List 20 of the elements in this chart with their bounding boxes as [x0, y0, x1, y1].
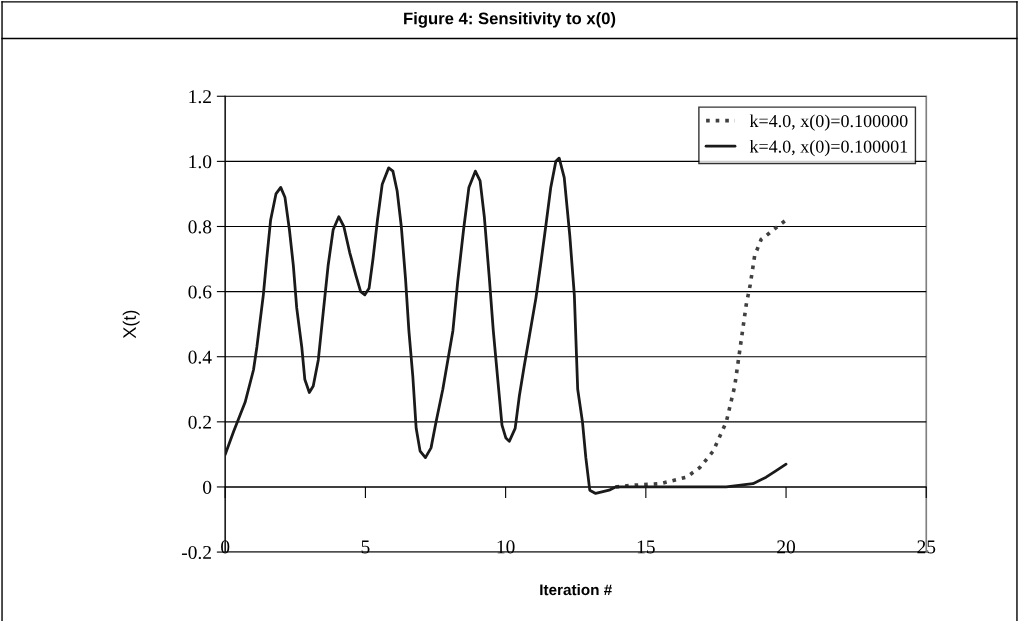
legend-label: k=4.0, x(0)=0.100001: [749, 139, 908, 157]
y-axis-title: X(t): [122, 310, 140, 339]
y-tick-label: 0.8: [188, 220, 212, 234]
chart-title: Figure 4: Sensitivity to x(0): [404, 12, 616, 28]
x-tick-label: 10: [497, 540, 515, 554]
legend-label: k=4.0, x(0)=0.100000: [749, 114, 908, 131]
x-axis-title: Iteration #: [540, 583, 612, 596]
line-series: [613, 218, 788, 489]
y-tick-label: 1.0: [189, 155, 212, 169]
y-tick-label: 0.2: [188, 415, 211, 429]
x-tick-label: 15: [637, 540, 655, 554]
x-tick-label: 5: [361, 540, 370, 554]
y-tick-label: 0: [203, 480, 212, 494]
x-tick-label: 20: [777, 540, 796, 554]
y-tick-label: 0.4: [188, 350, 212, 364]
y-tick-label: -0.2: [181, 545, 211, 560]
y-tick-label: 1.2: [189, 90, 211, 104]
y-tick-label: 0.6: [188, 285, 212, 299]
line-series: [225, 156, 788, 495]
x-tick-label: 25: [917, 540, 936, 554]
